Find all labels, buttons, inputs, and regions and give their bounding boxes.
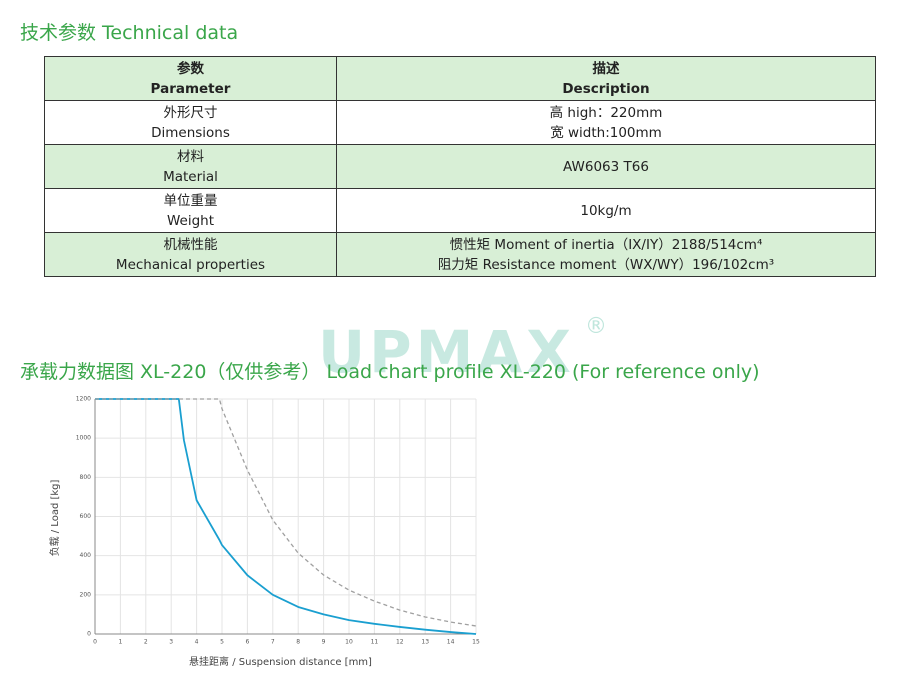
cell-text: Dimensions [151,124,230,141]
cell-text: Material [163,168,218,185]
y-tick-label: 1000 [76,435,91,442]
x-tick-label: 2 [144,639,148,646]
y-tick-label: 400 [80,552,92,559]
table-cell: 外形尺寸 Dimensions [44,100,337,145]
x-tick-label: 15 [472,639,480,646]
x-tick-label: 4 [195,639,199,646]
cell-text: 外形尺寸 [163,104,218,121]
table-row: 外形尺寸 Dimensions 高 high：220mm 宽 width:100mm [44,100,876,145]
table-row: 单位重量 Weight 10kg/m [44,188,876,233]
cell-text: 描述 [592,60,620,77]
y-tick-label: 0 [87,631,91,638]
y-tick-label: 1200 [76,396,91,403]
cell-text: Weight [166,212,215,229]
cell-text: Parameter [150,80,231,97]
x-tick-label: 9 [322,639,326,646]
chart-title: 承载力数据图 XL-220（仅供参考） Load chart profile X… [20,361,760,383]
cell-text: 惯性矩 Moment of inertia（IX/IY）2188/514cm⁴ [449,236,763,253]
series-line [95,398,477,627]
x-tick-label: 6 [245,639,249,646]
cell-text: 机械性能 [163,236,218,253]
x-tick-label: 10 [345,639,353,646]
cell-text: AW6063 T66 [563,158,649,175]
table-header-row: 参数 Parameter 描述 Description [44,56,876,101]
x-tick-label: 7 [271,639,275,646]
cell-text: 宽 width:100mm [550,124,662,141]
series-line [95,398,477,635]
cell-text: Mechanical properties [115,256,266,273]
table-row: 机械性能 Mechanical properties 惯性矩 Moment of i… [44,232,876,277]
cell-text: 参数 [177,60,204,77]
y-axis-label: 负载 / Load [kg] [48,479,61,556]
watermark-mark: ® [585,314,607,339]
x-tick-label: 14 [447,639,455,646]
table-cell: 机械性能 Mechanical properties [44,232,337,277]
table-cell: 惯性矩 Moment of inertia（IX/IY）2188/514cm⁴ 阻… [336,232,876,277]
y-tick-label: 800 [80,474,92,481]
cell-text: 高 high：220mm [549,104,663,121]
x-tick-label: 3 [169,639,173,646]
spec-table: 参数 Parameter 描述 Description 外形尺寸 Dimensions 高 … [44,56,876,277]
section-title: 技术参数 Technical data [20,22,239,44]
cell-text: 阻力矩 Resistance moment（WX/WY）196/102cm³ [437,256,775,273]
y-tick-label: 600 [80,513,92,520]
watermark: UPMAX [318,318,575,386]
table-cell: 高 high：220mm 宽 width:100mm [336,100,876,145]
x-tick-label: 8 [296,639,300,646]
table-cell: 单位重量 Weight [44,188,337,233]
x-tick-label: 13 [421,639,429,646]
x-tick-label: 0 [93,639,97,646]
y-tick-label: 200 [80,591,92,598]
x-tick-label: 12 [396,639,404,646]
cell-text: 单位重量 [163,192,218,209]
x-tick-label: 11 [371,639,379,646]
x-axis-label: 悬挂距离 / Suspension distance [mm] [189,655,372,668]
cell-text: 10kg/m [580,202,632,219]
cell-text: 材料 [177,148,204,165]
x-tick-label: 1 [118,639,122,646]
x-tick-label: 5 [220,639,224,646]
cell-text: Description [562,80,650,97]
